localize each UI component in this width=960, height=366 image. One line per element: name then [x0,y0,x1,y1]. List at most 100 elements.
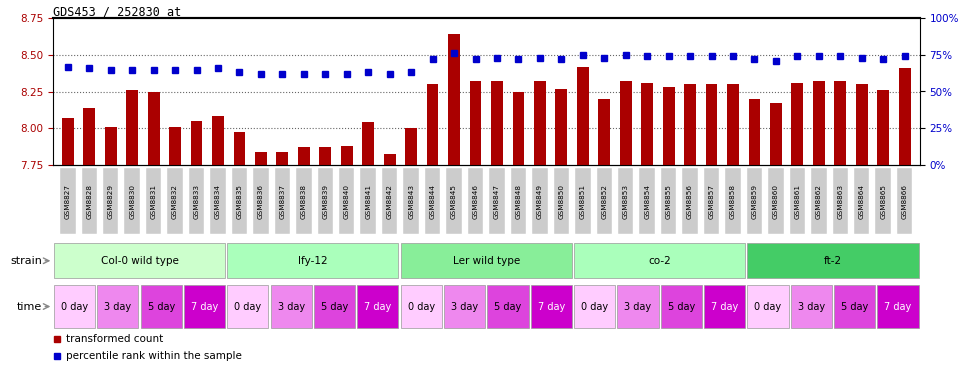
FancyBboxPatch shape [253,168,269,234]
Text: GSM8862: GSM8862 [816,184,822,219]
Bar [61,118,74,165]
Text: 5 day: 5 day [148,302,175,311]
FancyBboxPatch shape [357,285,398,328]
FancyBboxPatch shape [296,168,312,234]
FancyBboxPatch shape [468,168,483,234]
FancyBboxPatch shape [231,168,248,234]
FancyBboxPatch shape [400,285,442,328]
Text: co-2: co-2 [648,256,671,266]
Bar [662,87,675,165]
Bar [84,108,95,165]
FancyBboxPatch shape [271,285,312,328]
Bar [469,81,481,165]
FancyBboxPatch shape [575,168,590,234]
FancyBboxPatch shape [531,285,572,328]
Text: GSM8829: GSM8829 [108,184,113,219]
FancyBboxPatch shape [275,168,290,234]
Text: GSM8856: GSM8856 [687,184,693,219]
FancyBboxPatch shape [574,285,615,328]
FancyBboxPatch shape [617,285,659,328]
FancyBboxPatch shape [228,243,398,279]
Text: GSM8848: GSM8848 [516,184,521,219]
Text: 0 day: 0 day [60,302,88,311]
FancyBboxPatch shape [146,168,161,234]
Text: GSM8835: GSM8835 [236,184,243,219]
Text: 7 day: 7 day [191,302,218,311]
Bar [276,152,288,165]
FancyBboxPatch shape [554,168,569,234]
Bar [727,84,739,165]
FancyBboxPatch shape [791,285,832,328]
Text: GSM8858: GSM8858 [730,184,736,219]
Text: GSM8857: GSM8857 [708,184,714,219]
Bar [298,147,310,165]
FancyBboxPatch shape [444,285,485,328]
Text: 7 day: 7 day [364,302,392,311]
FancyBboxPatch shape [361,168,376,234]
Text: lfy-12: lfy-12 [298,256,327,266]
Text: GSM8827: GSM8827 [65,184,71,219]
Bar [448,34,460,165]
Text: strain: strain [11,256,42,266]
FancyBboxPatch shape [639,168,655,234]
FancyBboxPatch shape [488,285,529,328]
FancyBboxPatch shape [511,168,526,234]
FancyBboxPatch shape [532,168,547,234]
FancyBboxPatch shape [704,285,745,328]
Bar [706,84,717,165]
Text: 3 day: 3 day [277,302,304,311]
Text: time: time [16,302,42,311]
FancyBboxPatch shape [834,285,876,328]
Text: percentile rank within the sample: percentile rank within the sample [66,351,242,361]
FancyBboxPatch shape [314,285,355,328]
FancyBboxPatch shape [425,168,441,234]
Text: GSM8860: GSM8860 [773,184,779,219]
FancyBboxPatch shape [54,243,225,279]
Bar [513,92,524,165]
FancyBboxPatch shape [228,285,269,328]
Text: GSM8832: GSM8832 [172,184,179,219]
Bar [770,103,781,165]
Text: Col-0 wild type: Col-0 wild type [101,256,179,266]
Text: 7 day: 7 day [538,302,564,311]
Text: GSM8851: GSM8851 [580,184,586,219]
Text: GSM8839: GSM8839 [323,184,328,219]
FancyBboxPatch shape [747,168,762,234]
Bar [169,127,181,165]
Text: GSM8854: GSM8854 [644,184,650,219]
FancyBboxPatch shape [339,168,354,234]
Text: Ler wild type: Ler wild type [452,256,520,266]
Text: 5 day: 5 day [321,302,348,311]
Bar [856,84,868,165]
Bar [556,89,567,165]
Bar [405,128,417,165]
FancyBboxPatch shape [683,168,698,234]
FancyBboxPatch shape [140,285,181,328]
Text: GSM8837: GSM8837 [279,184,285,219]
FancyBboxPatch shape [725,168,741,234]
Text: GSM8840: GSM8840 [344,184,349,219]
FancyBboxPatch shape [877,285,919,328]
Text: GSM8838: GSM8838 [300,184,307,219]
Text: GSM8843: GSM8843 [408,184,414,219]
Text: GSM8861: GSM8861 [794,184,801,219]
FancyBboxPatch shape [618,168,634,234]
FancyBboxPatch shape [704,168,719,234]
FancyBboxPatch shape [832,168,848,234]
Bar [148,92,159,165]
Text: GSM8853: GSM8853 [623,184,629,219]
FancyBboxPatch shape [400,243,572,279]
FancyBboxPatch shape [854,168,870,234]
Text: GSM8859: GSM8859 [752,184,757,219]
Text: GSM8844: GSM8844 [429,184,436,219]
Bar [492,81,503,165]
Text: GSM8855: GSM8855 [665,184,672,219]
FancyBboxPatch shape [897,168,912,234]
Bar [191,121,203,165]
Text: GSM8863: GSM8863 [837,184,843,219]
Bar [534,81,546,165]
Bar [620,81,632,165]
FancyBboxPatch shape [184,285,225,328]
Text: ft-2: ft-2 [824,256,842,266]
Text: 5 day: 5 day [667,302,695,311]
